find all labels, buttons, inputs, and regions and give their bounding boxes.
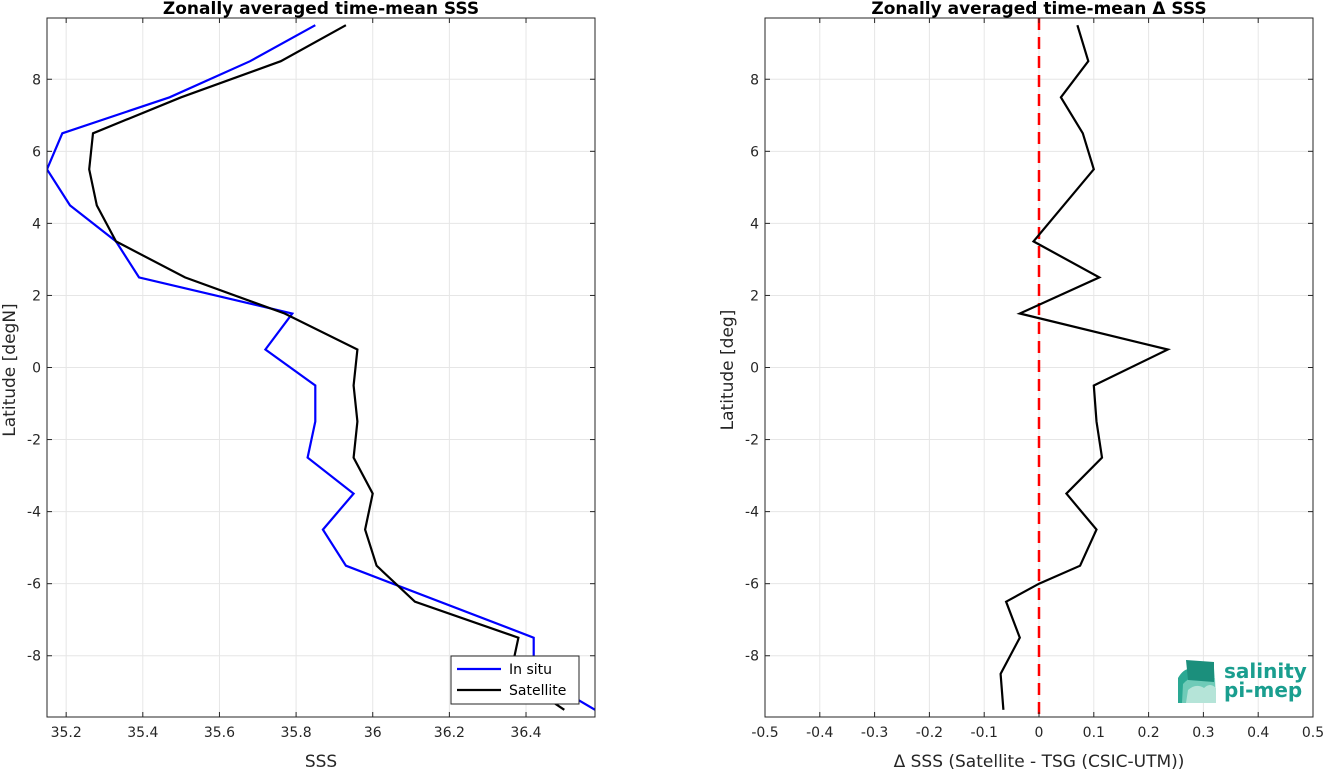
right-xtick-label: -0.1 — [971, 725, 998, 741]
left-ytick-label: -4 — [27, 505, 41, 521]
right-ticks: -0.5 -0.4 -0.3 -0.2 -0.1 0 0.1 0.2 0.3 0.4 0.5 -8 -6… — [745, 18, 1324, 741]
left-ytick-label: -6 — [27, 577, 41, 593]
salinity-pi-mep-logo: salinity pi-mep — [1178, 659, 1307, 703]
left-ylabel: Latitude [degN] — [0, 303, 20, 436]
left-xtick-label: 35.4 — [127, 725, 158, 741]
right-series-line-delta-sss — [999, 24, 1172, 710]
left-ticks: 35.2 35.4 35.6 35.8 36 36.2 36.4 -8 -6 -4 -2 0 2 4 6 8 — [27, 18, 595, 741]
right-xtick-label: 0 — [1035, 725, 1044, 741]
right-ylabel: Latitude [deg] — [718, 310, 738, 431]
right-xtick-label: -0.5 — [751, 725, 778, 741]
right-xtick-label: 0.1 — [1083, 725, 1105, 741]
logo-waves-icon — [1178, 660, 1216, 703]
left-series — [47, 24, 595, 711]
left-ytick-label: -8 — [27, 649, 41, 665]
legend-box — [450, 655, 580, 705]
left-series-line-satellite — [88, 24, 565, 711]
left-ytick-label: 4 — [32, 216, 41, 232]
left-plot-axes: 35.2 35.4 35.6 35.8 36 36.2 36.4-8-6-4-202468 … — [0, 0, 596, 769]
right-ytick-label: 0 — [750, 361, 759, 377]
left-xtick-label: 36 — [364, 725, 382, 741]
left-ytick-label: -2 — [27, 433, 41, 449]
right-ytick-label: -2 — [745, 433, 759, 449]
right-xtick-label: 0.4 — [1247, 725, 1269, 741]
left-ytick-label: 6 — [32, 144, 41, 160]
left-xtick-label: 36.2 — [434, 725, 465, 741]
right-xtick-label: 0.5 — [1302, 725, 1324, 741]
right-title: Zonally averaged time-mean Δ SSS — [871, 0, 1206, 19]
left-ytick-label: 2 — [32, 288, 41, 304]
right-ytick-label: -6 — [745, 577, 759, 593]
logo-line1: salinity — [1224, 659, 1307, 683]
left-legend: In situ Satellite — [450, 655, 580, 705]
left-ytick-label: 0 — [32, 361, 41, 377]
left-xlabel: SSS — [305, 752, 337, 769]
left-series-line-in-situ — [47, 24, 595, 711]
right-xtick-label: 0.2 — [1137, 725, 1159, 741]
right-plot-axes: -0.5 -0.4 -0.3 -0.2 -0.1 0 0.1 0.2 0.3 0.4 0.5 -8 -6… — [718, 0, 1324, 769]
legend-label-satellite: Satellite — [509, 683, 566, 699]
left-xtick-label: 35.6 — [204, 725, 235, 741]
right-xtick-label: 0.3 — [1192, 725, 1214, 741]
right-ytick-label: 8 — [750, 72, 759, 88]
left-title: Zonally averaged time-mean SSS — [163, 0, 479, 19]
left-ytick-label: 8 — [32, 72, 41, 88]
right-ytick-label: -8 — [745, 649, 759, 665]
logo-line2: pi-mep — [1224, 678, 1302, 702]
legend-label-in-situ: In situ — [509, 662, 552, 678]
right-xlabel: Δ SSS (Satellite - TSG (CSIC-UTM)) — [894, 752, 1185, 769]
right-ytick-label: 2 — [750, 288, 759, 304]
right-xtick-label: -0.4 — [806, 725, 833, 741]
left-grid — [47, 18, 595, 717]
right-xtick-label: -0.2 — [916, 725, 943, 741]
right-xtick-label: -0.3 — [861, 725, 888, 741]
left-xtick-label: 35.2 — [51, 725, 82, 741]
right-ytick-label: 4 — [750, 216, 759, 232]
right-series — [999, 18, 1172, 717]
left-xtick-label: 35.8 — [281, 725, 312, 741]
right-ytick-label: 6 — [750, 144, 759, 160]
right-ytick-label: -4 — [745, 505, 759, 521]
left-xtick-label: 36.4 — [510, 725, 541, 741]
